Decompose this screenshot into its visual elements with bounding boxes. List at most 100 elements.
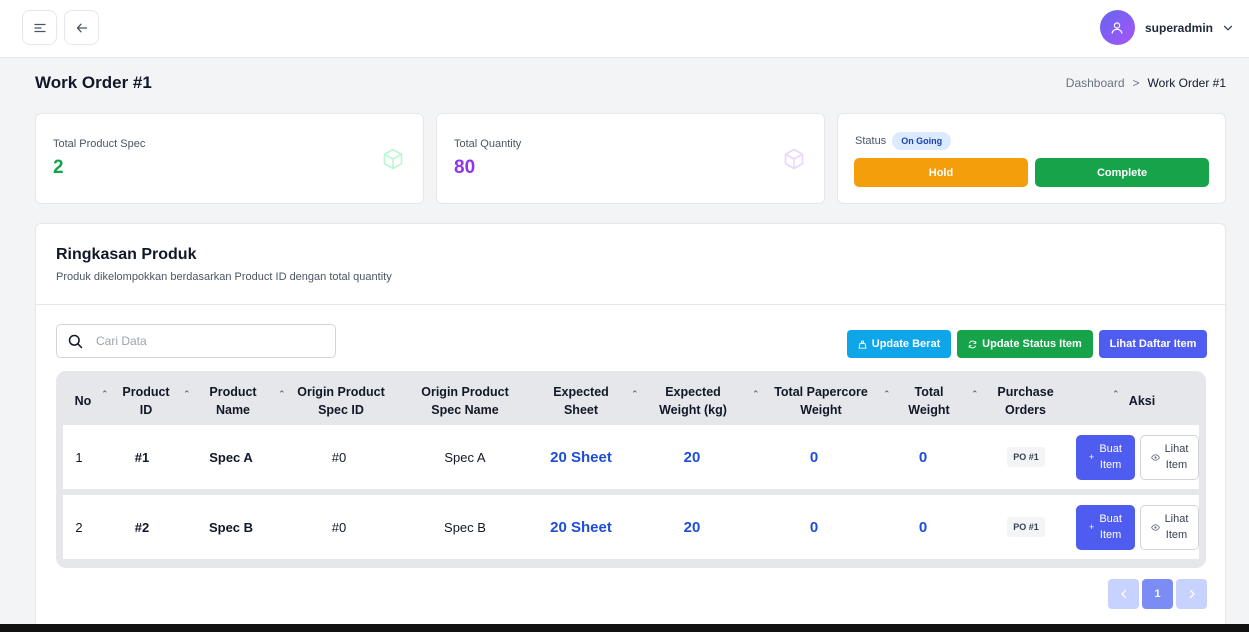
status-row: Status On Going [855, 132, 952, 150]
column-header-origin-spec-name[interactable]: Origin Product Spec Name [421, 384, 509, 417]
chevron-right-icon [1189, 589, 1195, 599]
update-weight-label: Update Berat [871, 338, 941, 350]
user-menu[interactable]: superadmin [1099, 10, 1233, 45]
search-input[interactable] [96, 334, 316, 348]
column-header-actions[interactable]: Aksi [1128, 393, 1156, 408]
refresh-icon [968, 340, 977, 348]
column-header-origin-spec-id[interactable]: Origin Product Spec ID [297, 384, 385, 417]
update-weight-button[interactable]: Update Berat [847, 330, 951, 358]
box-icon [784, 148, 804, 170]
plus-icon: + [1089, 451, 1095, 462]
chevron-left-icon [1120, 589, 1126, 599]
breadcrumb-current: Work Order #1 [1147, 76, 1226, 90]
divider [36, 304, 1225, 305]
column-header-product-name[interactable]: Product Name [209, 384, 257, 417]
sort-icon[interactable]: ⌃ [1112, 389, 1120, 399]
sort-icon[interactable]: ⌃ [631, 389, 639, 399]
cell-origin-spec-name: Spec B [444, 519, 486, 535]
hold-button[interactable]: Hold [854, 158, 1028, 187]
pagination-page-1[interactable]: 1 [1142, 579, 1173, 609]
cell-expected-sheet: 20 Sheet [550, 518, 612, 536]
status-badge: On Going [892, 132, 952, 150]
cell-total-weight: 0 [918, 448, 928, 466]
avatar [1099, 10, 1135, 45]
cell-product-id: #1 [134, 449, 150, 465]
window-bottom-edge [0, 624, 1249, 632]
sort-icon[interactable]: ⌃ [101, 389, 109, 399]
cell-purchase-orders: PO #1 [986, 495, 1066, 559]
view-item-button[interactable]: Lihat Item [1140, 435, 1199, 480]
cell-product-name: Spec B [208, 519, 254, 535]
cell-expected-sheet: 20 Sheet [550, 448, 612, 466]
create-item-button[interactable]: + Buat Item [1076, 435, 1135, 480]
section-title: Ringkasan Produk [56, 246, 197, 263]
total-quantity-value: 80 [454, 157, 476, 178]
view-item-label: Lihat Item [1164, 512, 1189, 541]
po-badge[interactable]: PO #1 [1007, 447, 1045, 467]
view-item-label: Lihat Item [1164, 442, 1189, 471]
username: superadmin [1144, 20, 1213, 35]
update-status-item-label: Update Status Item [982, 338, 1082, 350]
update-status-item-button[interactable]: Update Status Item [957, 330, 1093, 358]
column-header-total-papercore-weight[interactable]: Total Papercore Weight [774, 384, 868, 417]
column-header-purchase-orders[interactable]: Purchase Orders [997, 384, 1054, 417]
cell-product-id: #2 [134, 519, 150, 535]
top-bar: superadmin [0, 0, 1249, 58]
cell-origin-spec-name: Spec A [444, 449, 486, 465]
status-card: Status On Going Hold Complete [837, 113, 1226, 204]
create-item-button[interactable]: + Buat Item [1076, 505, 1135, 550]
cell-papercore-weight: 0 [809, 448, 819, 466]
eye-icon [1150, 524, 1160, 531]
cell-product-name: Spec A [209, 449, 253, 465]
total-quantity-label: Total Quantity [454, 138, 522, 150]
po-badge[interactable]: PO #1 [1007, 517, 1045, 537]
pagination-next-button[interactable] [1176, 579, 1207, 609]
plus-icon: + [1089, 521, 1095, 532]
sort-icon[interactable]: ⌃ [752, 389, 760, 399]
search-icon [68, 334, 83, 348]
cell-origin-spec-id: #0 [331, 519, 347, 535]
cell-no: 2 [75, 519, 83, 535]
total-product-spec-value: 2 [53, 157, 64, 178]
eye-icon [1150, 454, 1160, 461]
arrow-left-icon [76, 23, 87, 32]
product-summary-section: Ringkasan Produk Produk dikelompokkan be… [35, 223, 1226, 632]
weight-icon [858, 339, 867, 349]
page-title: Work Order #1 [35, 73, 152, 92]
breadcrumb: Dashboard > Work Order #1 [1066, 76, 1226, 90]
complete-button[interactable]: Complete [1035, 158, 1209, 187]
cell-expected-weight: 20 [683, 518, 701, 536]
cell-total-weight: 0 [918, 518, 928, 536]
column-header-product-id[interactable]: Product ID [122, 384, 170, 417]
total-product-spec-label: Total Product Spec [53, 138, 146, 150]
status-label: Status [855, 135, 887, 147]
section-subtitle: Produk dikelompokkan berdasarkan Product… [56, 271, 392, 283]
pagination-prev-button[interactable] [1108, 579, 1139, 609]
column-header-expected-sheet[interactable]: Expected Sheet [553, 384, 609, 417]
column-header-no[interactable]: No [74, 393, 92, 408]
product-summary-table: No ⌃ Product ID ⌃ Product Name ⌃ Origin Pr… [56, 371, 1206, 568]
box-icon [383, 148, 403, 170]
breadcrumb-dashboard-link[interactable]: Dashboard [1065, 76, 1125, 90]
view-item-button[interactable]: Lihat Item [1140, 505, 1199, 550]
sort-icon[interactable]: ⌃ [971, 389, 979, 399]
create-item-label: Buat Item [1099, 442, 1122, 471]
cell-expected-weight: 20 [683, 448, 701, 466]
chevron-down-icon [1223, 25, 1233, 30]
sort-icon[interactable]: ⌃ [883, 389, 891, 399]
cell-purchase-orders: PO #1 [986, 425, 1066, 489]
view-item-list-button[interactable]: Lihat Daftar Item [1099, 330, 1207, 358]
create-item-label: Buat Item [1099, 512, 1122, 541]
breadcrumb-separator: > [1132, 76, 1140, 90]
table-row: 2 #2 Spec B #0 Spec B 20 Sheet 20 0 0 PO… [63, 495, 1199, 559]
back-button[interactable] [64, 10, 99, 45]
cell-origin-spec-id: #0 [331, 449, 347, 465]
total-product-spec-card: Total Product Spec 2 [35, 113, 424, 204]
sort-icon[interactable]: ⌃ [278, 389, 286, 399]
column-header-expected-weight[interactable]: Expected Weight (kg) [659, 384, 727, 417]
table-row: 1 #1 Spec A #0 Spec A 20 Sheet 20 0 0 PO… [63, 425, 1199, 489]
column-header-total-weight[interactable]: Total Weight [908, 384, 950, 417]
cell-no: 1 [75, 449, 83, 465]
sort-icon[interactable]: ⌃ [183, 389, 191, 399]
menu-toggle-button[interactable] [22, 10, 57, 45]
